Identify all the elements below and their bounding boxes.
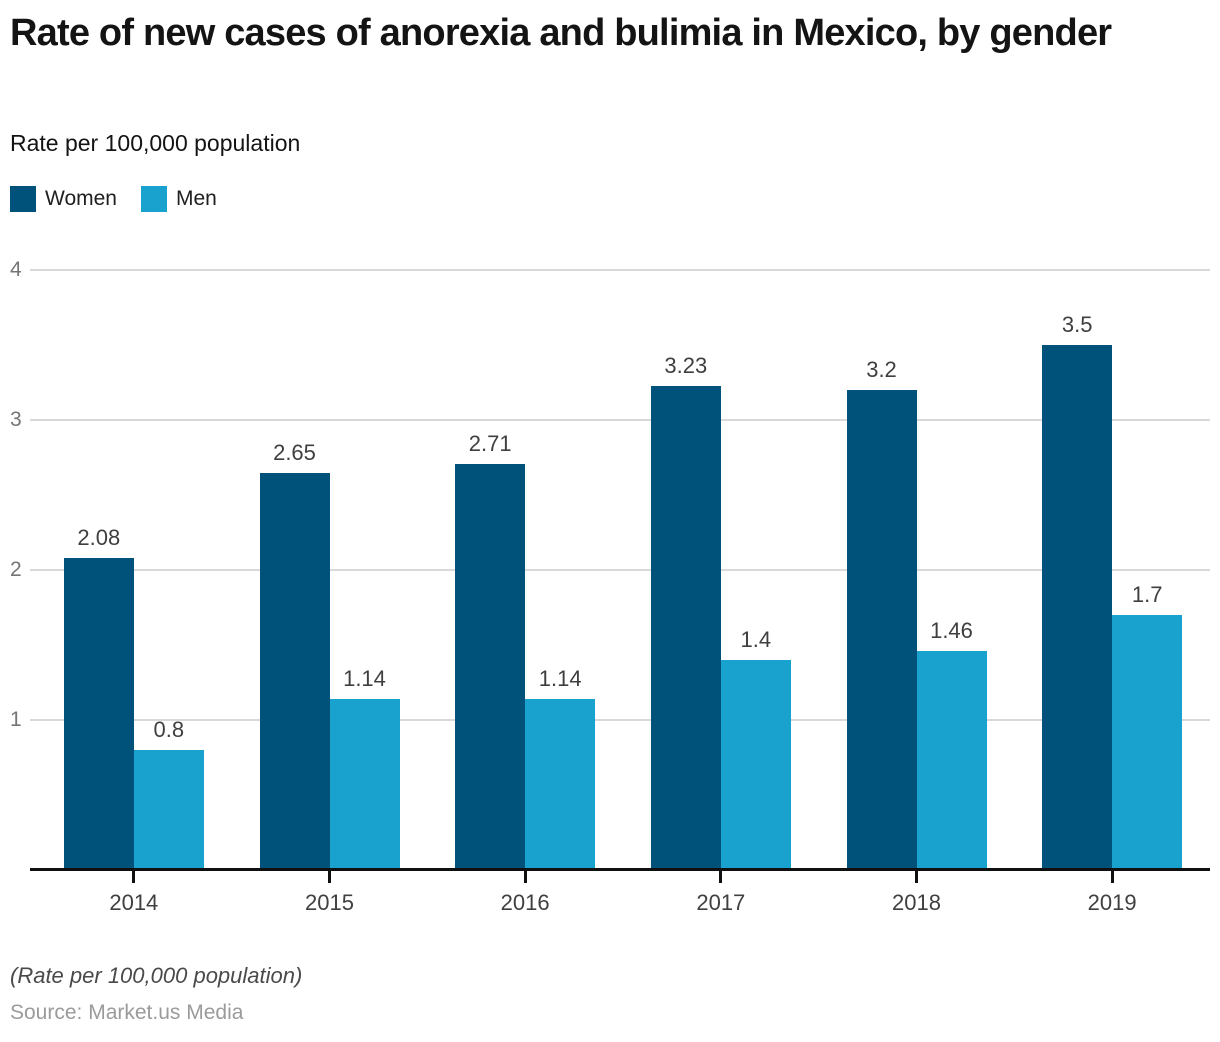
bar-group-2018: 3.2 1.46 xyxy=(846,357,987,870)
value-label-men-2018: 1.46 xyxy=(930,618,973,643)
x-axis-tick-2014 xyxy=(132,871,136,883)
bar-group-2014: 2.08 0.8 xyxy=(63,525,204,870)
chart-title: Rate of new cases of anorexia and bulimi… xyxy=(10,12,1112,54)
gridline-3 xyxy=(30,419,1210,421)
gridline-2 xyxy=(30,569,1210,571)
x-axis-tick-2018 xyxy=(915,871,918,883)
x-axis-tick-2019 xyxy=(1110,871,1114,883)
value-label-women-2015: 2.65 xyxy=(273,439,316,465)
x-axis-line xyxy=(30,868,1210,871)
source-line: Source: Market.us Media xyxy=(10,1001,244,1024)
x-axis-tick-2016 xyxy=(523,871,527,883)
bar-women-2017: 3.23 xyxy=(650,353,721,870)
x-label-2014: 2014 xyxy=(109,890,159,915)
bar-men-2014: 0.8 xyxy=(133,717,204,870)
y-tick-label-3: 3 xyxy=(10,408,22,431)
bar-women-2019: 3.5 xyxy=(1042,312,1113,870)
bar-women-2018: 3.2 xyxy=(846,357,917,870)
y-tick-label-1: 1 xyxy=(10,708,22,731)
value-label-women-2014: 2.08 xyxy=(77,525,121,550)
footnote: (Rate per 100,000 population) xyxy=(10,963,303,988)
value-label-women-2018: 3.2 xyxy=(866,357,897,382)
x-label-2017: 2017 xyxy=(696,890,746,915)
bar-men-2019: 1.7 xyxy=(1112,582,1183,870)
gridline-4 xyxy=(30,269,1210,271)
bar-group-2015: 2.65 1.14 xyxy=(259,440,400,870)
y-tick-label-4: 4 xyxy=(10,258,22,281)
value-label-men-2014: 0.8 xyxy=(153,717,185,742)
bar-group-2019: 3.5 1.7 xyxy=(1042,312,1183,870)
value-label-women-2019: 3.5 xyxy=(1061,312,1093,337)
bar-women-2014: 2.08 xyxy=(63,525,134,870)
bar-women-2016: 2.71 xyxy=(455,431,526,870)
x-label-2015: 2015 xyxy=(305,890,354,915)
legend-item-men: Men xyxy=(140,186,217,212)
x-label-2019: 2019 xyxy=(1087,890,1137,915)
gridline-1 xyxy=(30,719,1210,721)
legend-label-men: Men xyxy=(175,187,217,210)
bar-group-2017: 3.23 1.4 xyxy=(650,353,791,870)
x-label-2016: 2016 xyxy=(500,890,550,915)
legend: Women Men xyxy=(10,186,217,212)
y-tick-label-2: 2 xyxy=(10,558,22,581)
bar-group-2016: 2.71 1.14 xyxy=(455,431,596,870)
x-axis-tick-2015 xyxy=(328,871,331,883)
value-label-women-2016: 2.71 xyxy=(468,430,512,456)
plot-area: 2.08 0.8 2014 2.65 1.14 2015 2.71 1.14 2016 3.23 1… xyxy=(30,269,1210,915)
legend-label-women: Women xyxy=(45,187,117,210)
x-label-2018: 2018 xyxy=(892,890,941,915)
bar-men-2016: 1.14 xyxy=(525,666,596,870)
x-axis-tick-2017 xyxy=(719,871,723,883)
value-label-men-2017: 1.4 xyxy=(740,627,772,652)
legend-item-women: Women xyxy=(10,186,117,212)
bar-men-2018: 1.46 xyxy=(916,618,987,870)
value-label-men-2016: 1.14 xyxy=(538,666,582,691)
bar-men-2015: 1.14 xyxy=(329,666,400,870)
value-label-women-2017: 3.23 xyxy=(664,352,708,378)
bar-women-2015: 2.65 xyxy=(259,440,330,870)
value-label-men-2019: 1.7 xyxy=(1131,582,1163,607)
chart-subtitle: Rate per 100,000 population xyxy=(10,130,301,156)
legend-swatch-women-icon xyxy=(10,186,36,212)
legend-swatch-men-icon xyxy=(140,186,167,212)
value-label-men-2015: 1.14 xyxy=(343,666,386,691)
bar-men-2017: 1.4 xyxy=(720,627,791,870)
